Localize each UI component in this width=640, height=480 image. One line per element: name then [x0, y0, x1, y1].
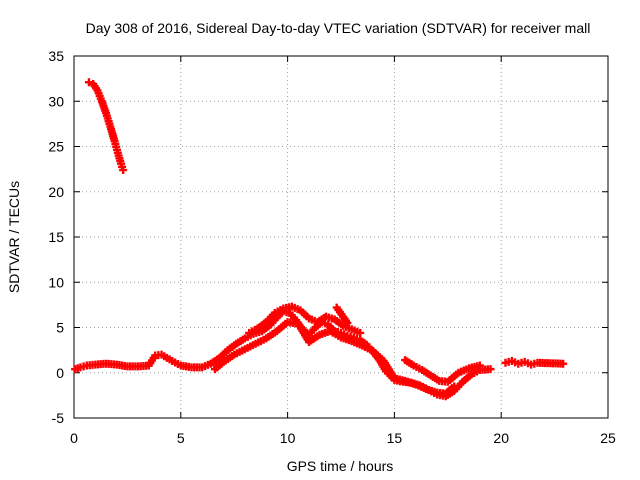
- x-tick-label: 0: [70, 430, 78, 446]
- x-tick-label: 25: [600, 430, 616, 446]
- y-tick-label: 5: [56, 320, 64, 336]
- x-tick-label: 20: [493, 430, 509, 446]
- y-tick-label: 35: [48, 48, 64, 64]
- y-tick-label: 15: [48, 229, 64, 245]
- y-tick-label: 30: [48, 93, 64, 109]
- y-tick-label: 10: [48, 274, 64, 290]
- data-point: [356, 328, 365, 337]
- data-point: [486, 365, 495, 374]
- data-point: [84, 78, 93, 87]
- x-tick-label: 5: [177, 430, 185, 446]
- data-point: [559, 359, 568, 368]
- y-tick-label: 25: [48, 139, 64, 155]
- data-point: [343, 318, 352, 327]
- grid: [74, 56, 608, 418]
- chart-title: Day 308 of 2016, Sidereal Day-to-day VTE…: [86, 20, 591, 36]
- y-axis-label: SDTVAR / TECUs: [6, 181, 22, 293]
- y-tick-label: -5: [52, 410, 65, 426]
- data-point: [450, 382, 459, 391]
- x-tick-label: 10: [280, 430, 296, 446]
- y-tick-label: 0: [56, 365, 64, 381]
- x-tick-labels: 0 5 10 15 20 25: [70, 430, 616, 446]
- data-point: [119, 166, 128, 175]
- x-axis-label: GPS time / hours: [287, 458, 394, 474]
- data-points: [71, 78, 568, 401]
- data-point: [475, 361, 484, 370]
- y-tick-label: 20: [48, 184, 64, 200]
- y-tick-labels: -5 0 5 10 15 20 25 30 35: [48, 48, 64, 426]
- x-tick-label: 15: [387, 430, 403, 446]
